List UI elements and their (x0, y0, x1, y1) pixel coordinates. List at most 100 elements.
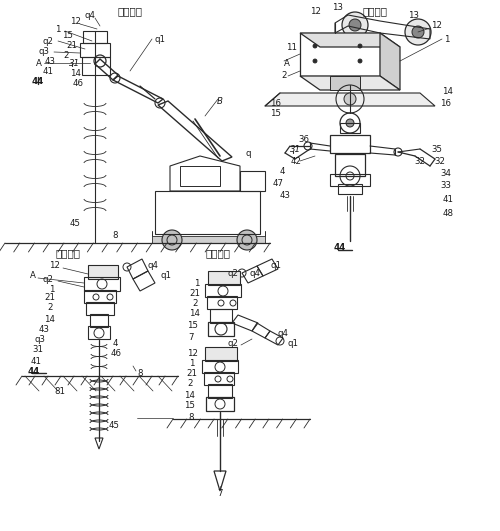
Polygon shape (265, 93, 435, 106)
Text: 42: 42 (290, 157, 302, 166)
Text: 15: 15 (62, 30, 74, 39)
Bar (340, 123, 360, 133)
Text: 1: 1 (194, 278, 200, 287)
Text: 41: 41 (442, 194, 454, 203)
Text: 15: 15 (188, 321, 198, 330)
Text: 41: 41 (42, 66, 54, 75)
Text: 31: 31 (290, 144, 300, 153)
Text: 14: 14 (442, 87, 454, 96)
Text: 21: 21 (44, 294, 56, 303)
Text: 36: 36 (298, 134, 310, 143)
Circle shape (358, 59, 362, 63)
Text: 12: 12 (310, 7, 322, 16)
Text: 13: 13 (332, 4, 344, 13)
Text: 13: 13 (408, 12, 420, 21)
Bar (208, 271, 240, 285)
Polygon shape (300, 33, 400, 47)
Text: 35: 35 (432, 144, 442, 153)
Bar (208, 384, 232, 398)
Bar (180, 166, 220, 186)
Text: 44: 44 (32, 76, 44, 85)
Text: 31: 31 (68, 58, 80, 67)
Text: 43: 43 (38, 324, 50, 333)
Text: A: A (284, 58, 290, 67)
Text: q: q (245, 149, 251, 158)
Circle shape (346, 119, 354, 127)
Bar (86, 302, 114, 315)
Text: 43: 43 (280, 191, 290, 200)
Text: A: A (36, 58, 42, 67)
Bar (205, 347, 237, 361)
Circle shape (313, 59, 317, 63)
Text: q3: q3 (34, 336, 46, 345)
Text: 14: 14 (184, 390, 196, 399)
Bar (206, 397, 234, 411)
Text: 15: 15 (184, 401, 196, 410)
Text: 15: 15 (270, 108, 281, 117)
Text: 1: 1 (55, 24, 61, 33)
Text: q2: q2 (228, 269, 238, 278)
Text: q2: q2 (42, 275, 54, 284)
Text: 12: 12 (50, 261, 60, 270)
Text: 32: 32 (434, 157, 446, 166)
Text: 8: 8 (112, 230, 118, 239)
Text: 14: 14 (44, 314, 56, 323)
Circle shape (405, 19, 431, 45)
Circle shape (358, 44, 362, 48)
Text: 44: 44 (334, 244, 346, 253)
Text: 8: 8 (188, 414, 194, 423)
Polygon shape (330, 76, 360, 90)
Text: q1: q1 (288, 338, 298, 347)
Text: q1: q1 (160, 271, 172, 280)
Bar (83, 31, 107, 43)
Bar (90, 314, 108, 327)
Text: q2: q2 (42, 37, 54, 46)
Text: 12: 12 (188, 348, 198, 357)
Text: q4: q4 (278, 329, 288, 338)
Text: 2: 2 (47, 304, 53, 313)
Text: 1: 1 (444, 35, 450, 44)
Text: 2: 2 (63, 50, 69, 59)
Text: 45: 45 (108, 422, 120, 431)
Text: 81: 81 (54, 387, 66, 396)
Text: q4: q4 (250, 269, 260, 278)
Text: 11: 11 (286, 44, 298, 53)
Text: 45: 45 (70, 218, 80, 227)
Text: q2: q2 (228, 338, 238, 347)
Circle shape (313, 44, 317, 48)
Text: 7: 7 (217, 489, 223, 498)
Text: 21: 21 (190, 288, 200, 297)
Text: 31: 31 (32, 346, 44, 355)
Polygon shape (152, 236, 265, 243)
Polygon shape (380, 33, 400, 90)
Text: 【図１】: 【図１】 (118, 6, 142, 16)
Text: 46: 46 (110, 348, 122, 357)
Bar (207, 296, 237, 309)
Bar (210, 309, 232, 323)
Text: B: B (217, 97, 223, 106)
Text: q1: q1 (154, 35, 166, 44)
Bar (204, 372, 234, 385)
Text: q3: q3 (38, 47, 50, 56)
Bar (208, 322, 234, 336)
Text: 12: 12 (432, 21, 442, 30)
Text: 32: 32 (414, 157, 426, 166)
Text: 43: 43 (44, 56, 56, 65)
Text: 1: 1 (49, 285, 55, 294)
Text: 【図４】: 【図４】 (206, 248, 231, 258)
Text: 4: 4 (279, 167, 285, 176)
Text: 41: 41 (30, 356, 42, 365)
Bar (205, 284, 241, 297)
Bar (202, 360, 238, 373)
Bar (338, 184, 362, 194)
Text: 16: 16 (270, 98, 281, 107)
Text: 14: 14 (70, 68, 82, 78)
Text: 1: 1 (189, 359, 195, 369)
Text: 21: 21 (66, 40, 78, 49)
Text: 16: 16 (440, 98, 452, 107)
Bar (82, 57, 110, 75)
Bar (80, 43, 110, 57)
Text: A: A (30, 271, 36, 280)
Text: 34: 34 (440, 168, 452, 177)
Text: 2: 2 (192, 298, 198, 307)
